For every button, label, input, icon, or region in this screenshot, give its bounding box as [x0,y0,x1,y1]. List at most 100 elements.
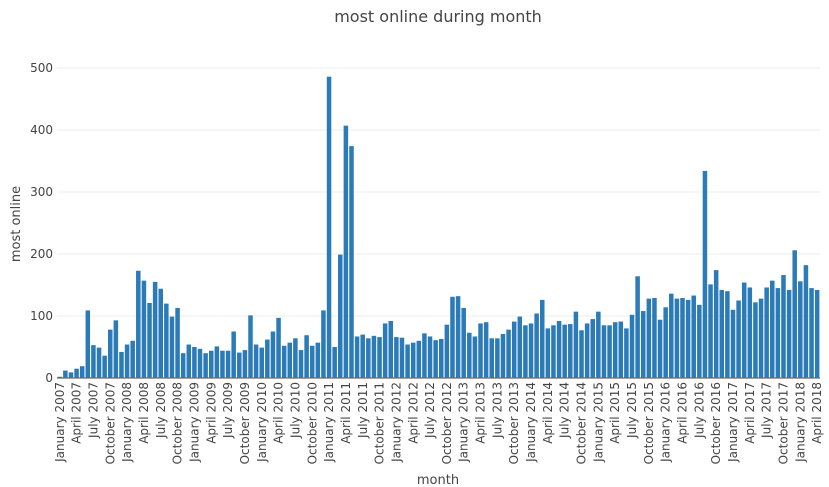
chart-title: most online during month [334,7,542,26]
x-tick-label: July 2012 [423,382,437,439]
bar [725,291,730,378]
bar [545,328,551,378]
bar [152,281,158,378]
bar [192,347,197,378]
bar [349,146,354,378]
x-tick-label: October 2009 [238,382,252,464]
bar [309,345,315,378]
bar [96,347,102,378]
x-tick-label: July 2011 [356,382,370,439]
bar [635,276,640,378]
x-tick-label: January 2018 [793,382,807,463]
bar [63,370,68,378]
bar [102,355,107,378]
x-tick-label: January 2011 [322,382,336,463]
bar [652,298,657,378]
bar [388,320,394,378]
bar [680,298,685,378]
bar [399,337,405,378]
bar [293,338,298,378]
x-tick-label: April 2012 [406,382,420,444]
x-tick-label: January 2009 [187,382,201,463]
y-tick-label: 400 [30,123,53,137]
bar [584,323,590,378]
bar [573,311,579,378]
bar [792,250,797,378]
bar [775,288,781,378]
bar [691,295,696,378]
x-tick-label: July 2009 [221,382,235,439]
bar [248,315,253,378]
bar [366,338,371,378]
x-tick-label: January 2012 [389,382,403,463]
bar [472,336,478,378]
bar [467,332,472,378]
bar [287,342,293,378]
bar [326,76,332,379]
bar [158,288,163,378]
bar [79,366,85,378]
x-tick-label: April 2011 [339,382,353,444]
bar [57,376,63,378]
bar [568,324,573,378]
bar [495,338,500,378]
bar [506,329,511,378]
bar [91,345,96,378]
bar [702,170,708,378]
bar [685,299,691,378]
bar [405,344,410,378]
x-tick-label: January 2015 [591,382,605,463]
bar [68,372,74,378]
bar [758,298,764,378]
bar [197,348,203,378]
bar [596,311,601,378]
x-tick-label: January 2016 [659,382,673,463]
y-tick-label: 300 [30,185,53,199]
bar [259,347,264,378]
bar [713,270,719,378]
x-tick-label: October 2013 [507,382,521,464]
bar [708,284,713,378]
bar [741,282,747,378]
x-tick-label: April 2014 [541,382,555,444]
x-tick-label: October 2010 [305,382,319,464]
bar [455,296,461,378]
bar [798,281,803,378]
bar [534,313,539,378]
x-tick-label: January 2008 [120,382,134,463]
bar [422,333,427,378]
bar [175,307,180,378]
x-tick-label: April 2009 [204,382,218,444]
bar [427,336,433,378]
bar [523,325,528,378]
x-tick-label: July 2013 [490,382,504,439]
x-tick-label: April 2008 [137,382,151,444]
y-axis-title: most online [9,186,24,262]
bar [265,339,270,378]
y-tick-label: 100 [30,309,53,323]
x-tick-label: April 2018 [810,382,824,444]
x-tick-label: January 2013 [457,382,471,463]
bar [253,344,259,378]
x-tick-label: January 2017 [726,382,740,463]
x-tick-label: January 2014 [524,382,538,463]
x-tick-label: January 2007 [53,382,67,463]
bar [528,323,534,378]
bar [270,331,276,378]
bar [124,344,130,378]
bar [237,352,242,378]
x-tick-label: April 2010 [272,382,286,444]
bar [607,325,612,378]
x-tick-label: October 2007 [103,382,117,464]
bar [646,298,652,378]
bar [354,336,360,378]
bar [107,329,113,378]
bar [136,270,141,378]
bar [180,353,186,378]
bar [770,280,775,378]
bar [579,330,584,378]
bar [74,368,79,378]
bar [809,288,814,378]
x-tick-label: October 2016 [709,382,723,464]
x-tick-label: April 2015 [608,382,622,444]
